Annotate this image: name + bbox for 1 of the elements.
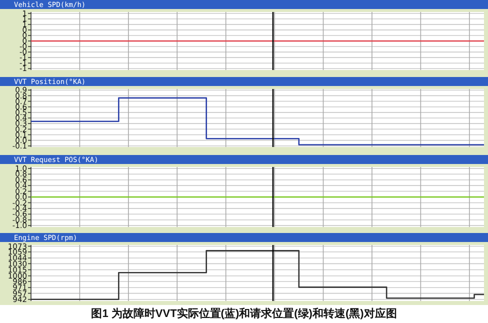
caption: 图1 为故障时VVT实际位置(蓝)和请求位置(绿)和转速(黑)对应图 — [91, 307, 397, 320]
